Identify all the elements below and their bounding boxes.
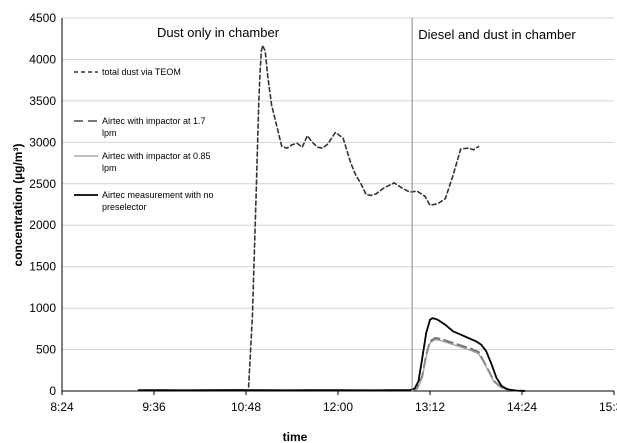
y-tick-label: 2500 (29, 177, 56, 191)
x-tick-label: 14:24 (507, 400, 537, 414)
y-tick-label: 4000 (29, 52, 56, 66)
legend-label: Airtec with impactor at 1.7 lpm (102, 116, 206, 138)
series-line-3 (411, 339, 526, 392)
x-tick-label: 15:36 (599, 400, 617, 414)
y-tick-label: 1000 (29, 301, 56, 315)
x-tick-label: 9:36 (142, 400, 166, 414)
series-lines (137, 44, 526, 392)
left-region-label: Dust only in chamber (157, 25, 280, 40)
legend: total dust via TEOM Airtec with impactor … (74, 67, 214, 212)
x-tick-label: 10:48 (231, 400, 261, 414)
y-tick-label: 4500 (29, 11, 56, 25)
legend-label: total dust via TEOM (102, 67, 181, 77)
x-axis-title: time (283, 430, 308, 443)
x-tick-label: 8:24 (50, 400, 74, 414)
y-tick-label: 2000 (29, 218, 56, 232)
right-region-label: Diesel and dust in chamber (418, 27, 576, 42)
y-tick-label: 3500 (29, 94, 56, 108)
y-axis-title: concentration (µg/m³) (11, 144, 25, 267)
x-tick-label: 13:12 (415, 400, 445, 414)
grid-lines (62, 17, 614, 351)
y-tick-label: 3000 (29, 135, 56, 149)
y-tick-labels: 0 500 1000 1500 2000 2500 3000 3500 4000 4500 (29, 11, 56, 398)
series-line-4 (137, 317, 526, 392)
y-tick-label: 0 (49, 384, 56, 398)
x-tick-label: 12:00 (323, 400, 353, 414)
legend-label: Airtec with impactor at 0.85 lpm (102, 151, 211, 173)
legend-label: Airtec measurement with no preselector (102, 190, 214, 212)
y-tick-label: 1500 (29, 260, 56, 274)
y-tick-label: 500 (36, 343, 56, 357)
x-tick-labels: 8:24 9:36 10:48 12:00 13:12 14:24 15:36 (50, 391, 617, 414)
series-line-1 (247, 44, 480, 388)
